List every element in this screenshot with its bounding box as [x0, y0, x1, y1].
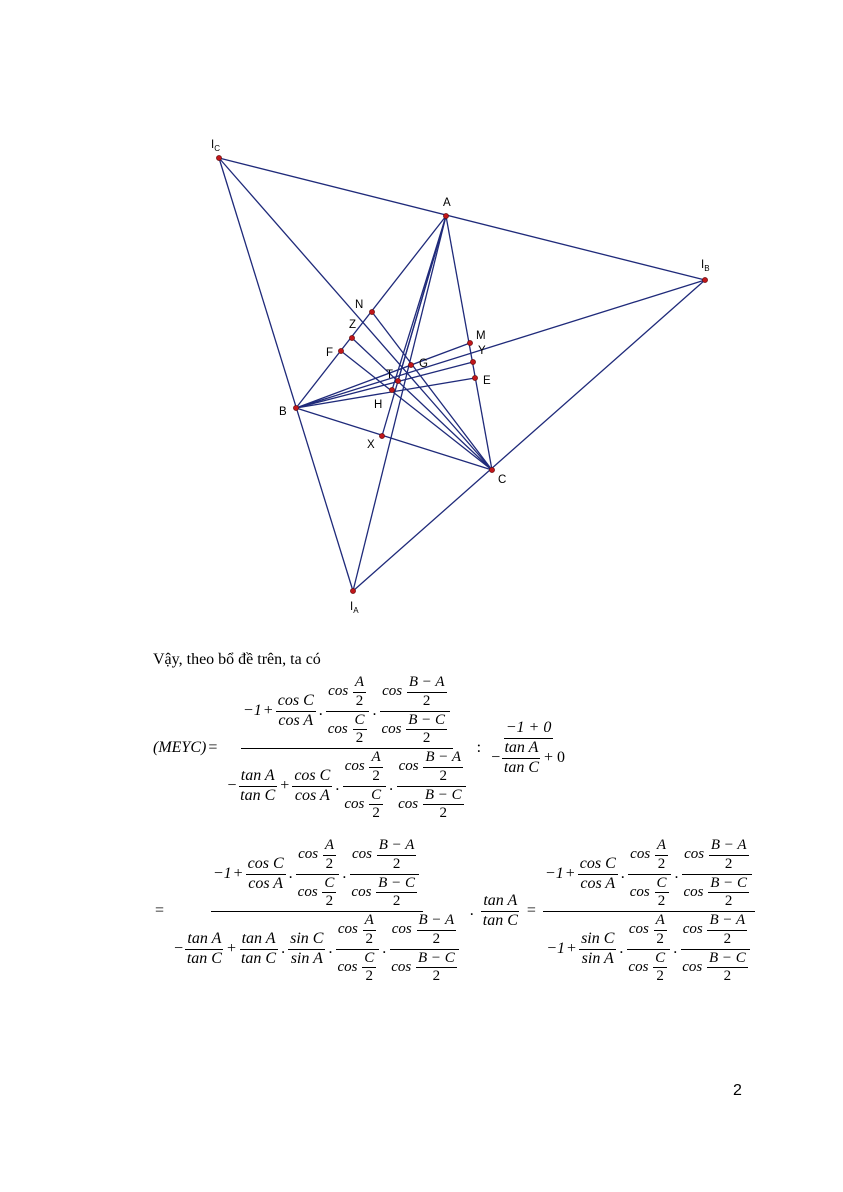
point-F [338, 348, 344, 354]
point-N [369, 309, 375, 315]
point-label-C: C [498, 474, 506, 486]
segment-IA-IC [218, 157, 354, 592]
point-label-Y: Y [478, 345, 486, 357]
figure-lines [218, 157, 706, 592]
lead-text: Vậy, theo bổ đề trên, ta có [153, 651, 321, 668]
segment-N-C [371, 311, 493, 471]
point-IA [350, 588, 356, 594]
point-H [389, 387, 395, 393]
point-T [395, 378, 401, 384]
page-number: 2 [733, 1082, 742, 1099]
point-A [443, 213, 449, 219]
point-IC [216, 155, 222, 161]
segment-B-C [295, 407, 493, 471]
point-label-F: F [326, 347, 333, 359]
point-label-A: A [443, 197, 451, 209]
point-C [489, 467, 495, 473]
point-label-E: E [483, 375, 491, 387]
point-label-IB: IB [701, 259, 710, 273]
segment-C-Z [351, 337, 493, 471]
segment-B-IB [295, 279, 706, 409]
point-G [408, 362, 414, 368]
point-Z [349, 335, 355, 341]
point-X [379, 433, 385, 439]
point-label-IA: IA [350, 601, 359, 615]
segment-A-IA [352, 215, 447, 592]
point-M [467, 340, 473, 346]
segment-B-M [295, 342, 471, 409]
point-B [293, 405, 299, 411]
point-Y [470, 359, 476, 365]
point-label-B: B [279, 406, 287, 418]
lhs-label: (MEYC) [153, 739, 207, 757]
point-label-X: X [367, 439, 375, 451]
point-label-M: M [476, 330, 486, 342]
segment-IB-IA [352, 279, 706, 592]
point-label-IC: IC [211, 139, 220, 153]
segment-C-IC [218, 157, 493, 471]
point-label-Z: Z [349, 319, 356, 331]
segment-B-E [295, 377, 476, 409]
segment-C-F [340, 350, 493, 471]
point-label-T: T [386, 369, 393, 381]
segment-A-T [397, 215, 447, 382]
point-label-G: G [419, 358, 428, 370]
point-E [472, 375, 478, 381]
geometry-figure: IC A IB NZ M F Y G E T H B X C IA [211, 139, 710, 615]
point-IB [702, 277, 708, 283]
segment-IC-IB [218, 157, 706, 281]
point-label-N: N [355, 299, 363, 311]
point-label-H: H [374, 399, 382, 411]
figure-points: IC A IB NZ M F Y G E T H B X C IA [211, 139, 710, 615]
